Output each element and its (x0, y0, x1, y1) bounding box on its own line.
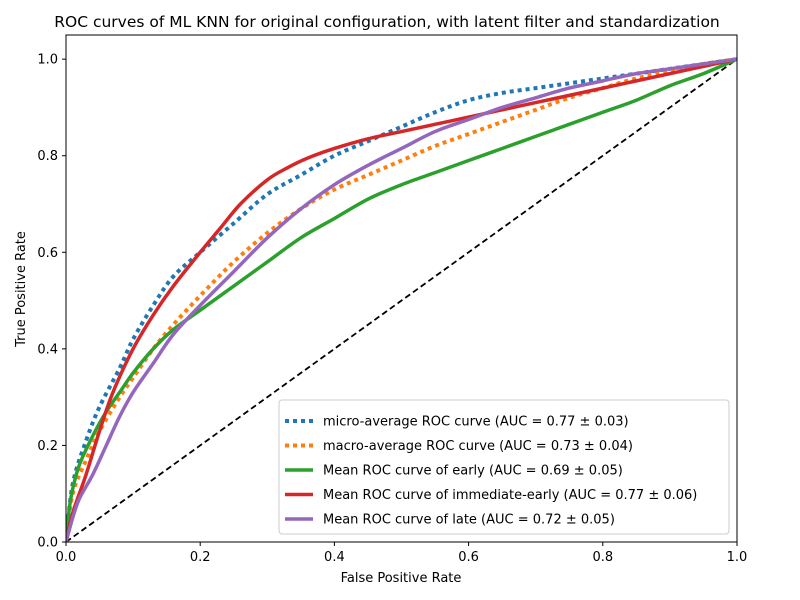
plot-frame (65, 34, 738, 543)
plot-area (66, 57, 737, 542)
series-line-4 (66, 57, 737, 542)
legend-label-5: Mean ROC curve of late (AUC = 0.72 ± 0.0… (323, 513, 615, 528)
x-tick-label: 0.8 (592, 550, 613, 565)
legend: micro-average ROC curve (AUC = 0.77 ± 0.… (278, 399, 730, 535)
y-tick-label: 0.8 (37, 149, 58, 164)
y-tick-label: 0.2 (37, 439, 58, 454)
x-tick-label: 0.0 (56, 550, 77, 565)
x-axis-label: False Positive Rate (341, 571, 462, 586)
y-tick-label: 0.6 (37, 246, 58, 261)
chance-diagonal-line (66, 58, 737, 542)
series-line-3 (66, 57, 737, 542)
y-tick-label: 0.0 (37, 536, 58, 551)
chart-title: ROC curves of ML KNN for original config… (54, 13, 720, 31)
legend-label-3: Mean ROC curve of early (AUC = 0.69 ± 0.… (323, 464, 623, 479)
y-axis-label: True Positive Rate (14, 231, 29, 348)
x-tick-label: 0.6 (458, 550, 479, 565)
legend-label-4: Mean ROC curve of immediate-early (AUC =… (323, 488, 697, 503)
x-tick-label: 0.2 (190, 550, 211, 565)
legend-label-2: macro-average ROC curve (AUC = 0.73 ± 0.… (323, 439, 633, 454)
x-tick-label: 1.0 (727, 550, 748, 565)
y-tick-label: 0.4 (37, 342, 58, 357)
legend-box (278, 399, 730, 535)
y-tick-label: 1.0 (37, 53, 58, 68)
x-tick-label: 0.4 (324, 550, 345, 565)
legend-label-1: micro-average ROC curve (AUC = 0.77 ± 0.… (323, 415, 629, 430)
axis-ticks: 0.0 0.2 0.4 0.6 0.8 1.0 0.0 0.2 0.4 0.6 0.8 1.0 (37, 53, 747, 565)
series-line-5 (66, 57, 737, 542)
